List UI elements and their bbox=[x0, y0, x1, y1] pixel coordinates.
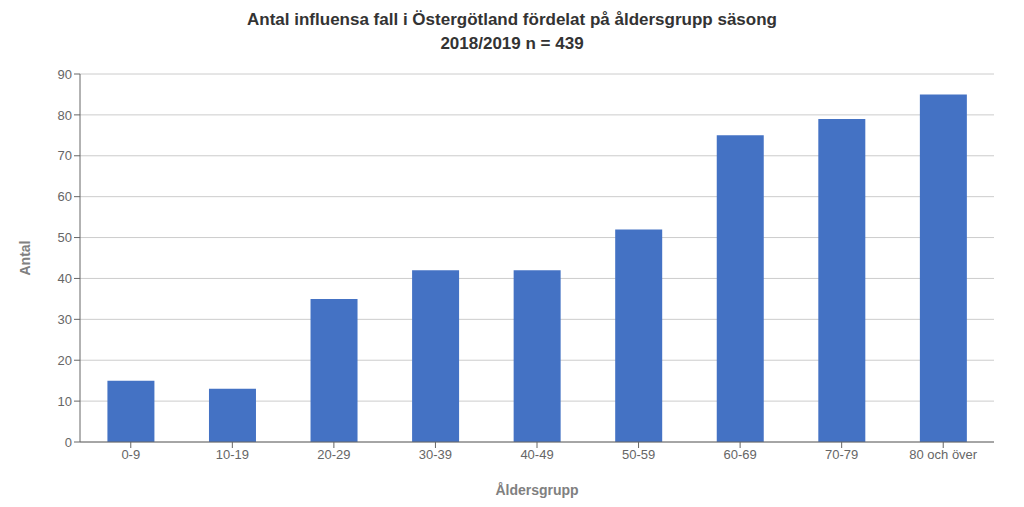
svg-text:30: 30 bbox=[58, 312, 72, 327]
svg-text:40-49: 40-49 bbox=[520, 447, 553, 462]
svg-text:90: 90 bbox=[58, 67, 72, 82]
svg-text:50: 50 bbox=[58, 230, 72, 245]
html-text:2018/2019 n = 439: 2018/2019 n = 439 bbox=[440, 34, 584, 53]
svg-text:20-29: 20-29 bbox=[317, 447, 350, 462]
svg-text:70-79: 70-79 bbox=[825, 447, 858, 462]
svg-text:50-59: 50-59 bbox=[622, 447, 655, 462]
svg-text:10-19: 10-19 bbox=[216, 447, 249, 462]
svg-text:20: 20 bbox=[58, 353, 72, 368]
svg-text:80: 80 bbox=[58, 108, 72, 123]
html-text:Antal influensa fall i Östergö: Antal influensa fall i Östergötland förd… bbox=[247, 10, 777, 30]
svg-text:60: 60 bbox=[58, 189, 72, 204]
svg-text:40: 40 bbox=[58, 271, 72, 286]
svg-text:Antal: Antal bbox=[17, 241, 33, 276]
svg-text:80 och över: 80 och över bbox=[909, 447, 978, 462]
svg-text:0-9: 0-9 bbox=[121, 447, 140, 462]
svg-text:10: 10 bbox=[58, 394, 72, 409]
svg-text:30-39: 30-39 bbox=[419, 447, 452, 462]
svg-text:70: 70 bbox=[58, 148, 72, 163]
svg-text:Åldersgrupp: Åldersgrupp bbox=[495, 482, 578, 498]
svg-text:0: 0 bbox=[65, 435, 72, 450]
svg-text:60-69: 60-69 bbox=[723, 447, 756, 462]
